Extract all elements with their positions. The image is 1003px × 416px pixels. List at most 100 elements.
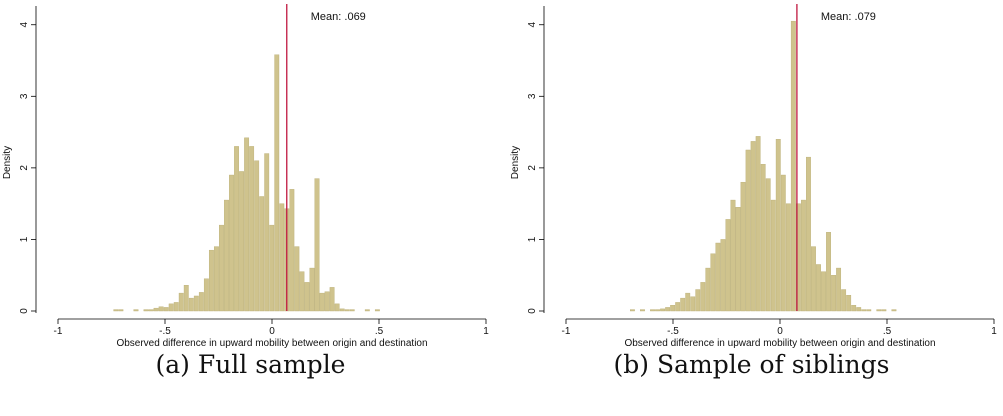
histogram-bar: [831, 275, 836, 312]
histogram-bar: [630, 309, 635, 312]
histogram-bar: [755, 136, 761, 312]
x-tick-label: -1: [562, 326, 571, 337]
histogram-bar: [269, 224, 275, 312]
histogram-bar: [259, 196, 265, 312]
histogram-bar: [695, 289, 701, 312]
histogram-bar: [680, 297, 686, 312]
histogram-bar: [750, 141, 756, 312]
histogram-bar: [760, 164, 766, 312]
histogram-bar: [198, 292, 204, 312]
histogram-bar: [806, 156, 811, 312]
histogram-bar: [254, 160, 260, 312]
histogram-bar: [314, 178, 320, 312]
histogram-bar: [826, 232, 831, 312]
histogram-bar: [690, 296, 696, 312]
y-tick-label: 4: [19, 22, 30, 28]
histogram-bar: [780, 174, 786, 312]
histogram-bar: [113, 309, 119, 312]
histogram-bar: [294, 246, 300, 312]
histogram-bar: [208, 249, 214, 312]
histogram-bar: [299, 271, 305, 312]
mean-label: Mean: .069: [311, 11, 366, 23]
histogram-bar: [274, 54, 280, 312]
histogram-bar: [214, 246, 219, 312]
histogram-bar: [650, 309, 655, 312]
histogram-panel-full-sample: Mean: .069 0 1 2 3 4 Density -1 -.5 0 .5 1 Observed …: [2, 4, 489, 349]
histogram-bar: [770, 199, 776, 312]
histogram-bar: [745, 149, 751, 312]
histogram-bar: [866, 309, 872, 312]
histogram-bar: [339, 308, 345, 312]
x-tick-label: -.5: [159, 326, 171, 337]
y-tick-label: 2: [19, 165, 30, 171]
histogram-panel-siblings: Mean: .079 0 1 2 3 4 Density -1 -.5 0 .5 1 Observed …: [510, 4, 997, 349]
histogram-bar: [334, 303, 340, 312]
histogram-bar: [234, 146, 239, 312]
histogram-bar: [168, 303, 174, 312]
histogram-bar: [730, 199, 736, 312]
histogram-bar: [861, 309, 867, 312]
caption-full-sample: (a) Full sample: [155, 350, 346, 379]
histogram-bar: [374, 309, 380, 312]
x-tick-label: 1: [991, 326, 997, 337]
y-tick-label: 2: [527, 165, 538, 171]
histogram-bar: [178, 292, 184, 312]
histogram-bar: [309, 267, 315, 312]
histogram-bar: [203, 278, 209, 312]
histogram-bar: [660, 308, 665, 312]
x-tick-label: -1: [54, 326, 63, 337]
histogram-bar: [640, 309, 645, 312]
x-tick-label: 0: [777, 326, 783, 337]
y-tick-label: 3: [527, 93, 538, 99]
x-tick-label: .5: [883, 326, 892, 337]
histogram-bar: [163, 307, 169, 312]
histogram-bar: [685, 292, 691, 312]
x-axis-title: Observed difference in upward mobility b…: [116, 338, 427, 349]
histogram-bar: [249, 146, 255, 312]
x-tick-label: 1: [483, 326, 489, 337]
histogram-bar: [735, 207, 741, 312]
histogram-bar: [795, 203, 801, 312]
histogram-bar: [324, 291, 330, 312]
histogram-bar: [173, 302, 179, 312]
x-tick-label: .5: [375, 326, 384, 337]
y-tick-label: 1: [527, 236, 538, 242]
caption-siblings: (b) Sample of siblings: [613, 350, 890, 379]
histogram-bar: [329, 287, 335, 312]
y-tick-label: 0: [19, 308, 30, 314]
x-axis-title: Observed difference in upward mobility b…: [624, 338, 935, 349]
histogram-bar: [229, 174, 234, 312]
histogram-bar: [740, 181, 746, 312]
histogram-bar: [856, 307, 862, 312]
y-tick-label: 1: [19, 236, 30, 242]
y-tick-label: 3: [19, 93, 30, 99]
histogram-bar: [349, 309, 355, 312]
histogram-bar: [304, 282, 310, 312]
histogram-bar: [183, 285, 189, 312]
histogram-bar: [224, 199, 229, 312]
histogram-bar: [765, 178, 771, 312]
histogram-bar: [279, 203, 285, 312]
histogram-bar: [811, 246, 816, 312]
histogram-bar: [851, 305, 857, 312]
y-axis-title: Density: [510, 146, 521, 179]
histogram-bar: [800, 199, 806, 312]
y-axis-title: Density: [2, 146, 13, 179]
histogram-bar: [816, 264, 821, 312]
histogram-bar: [344, 309, 350, 312]
histogram-bar: [891, 309, 897, 312]
histogram-bar: [785, 203, 791, 312]
mean-label: Mean: .079: [821, 11, 876, 23]
y-tick-label: 0: [527, 308, 538, 314]
histogram-bar: [821, 271, 826, 312]
histogram-bar: [841, 289, 847, 312]
histogram-bar: [675, 302, 681, 312]
x-tick-label: -.5: [667, 326, 679, 337]
histogram-bar: [655, 309, 660, 312]
histogram-bar: [244, 137, 250, 312]
histogram-bar: [720, 239, 726, 312]
histogram-bar: [715, 242, 721, 312]
histogram-bar: [319, 292, 325, 312]
histogram-bar: [158, 306, 164, 312]
